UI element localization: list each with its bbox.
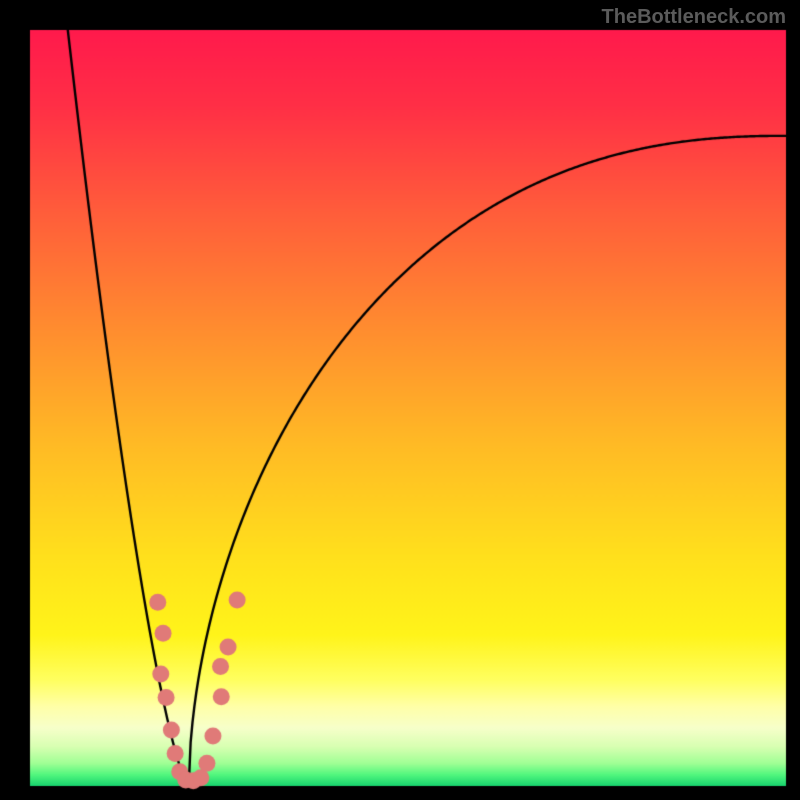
watermark-text: TheBottleneck.com [602,6,786,29]
bottleneck-chart [0,0,800,800]
